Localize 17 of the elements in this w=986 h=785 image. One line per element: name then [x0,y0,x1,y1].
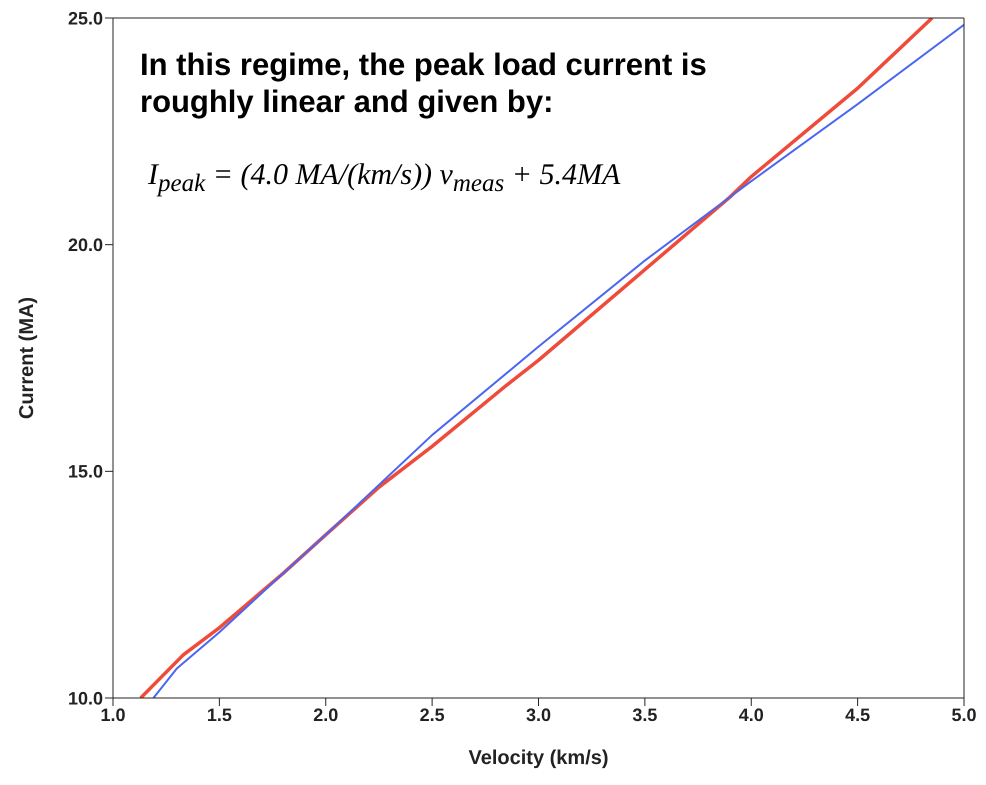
x-axis-title: Velocity (km/s) [468,747,609,769]
x-tick-label: 2.5 [420,704,445,725]
y-tick-label: 25.0 [68,8,103,28]
y-tick-label: 15.0 [68,462,103,482]
x-tick-label: 5.0 [951,704,977,725]
annotation: I$_{peak}$ = (4.0 MA/(km/s)) v$_{meas}$ + 5.4MA [148,158,620,198]
y-tick-label: 10.0 [68,688,103,708]
annotation: In this regime, the peak load current is roughly linear and given by: [140,46,708,120]
x-tick-label: 3.5 [632,704,658,725]
y-tick-label: 20.0 [68,235,103,256]
x-tick-label: 1.0 [100,704,126,725]
y-axis-title: Current (MA) [16,296,38,420]
x-tick-label: 2.0 [313,704,338,725]
x-tick-label: 1.5 [206,704,232,725]
x-tick-label: 4.5 [845,704,870,725]
x-tick-label: 4.0 [738,704,764,725]
x-tick-label: 3.0 [526,704,552,725]
